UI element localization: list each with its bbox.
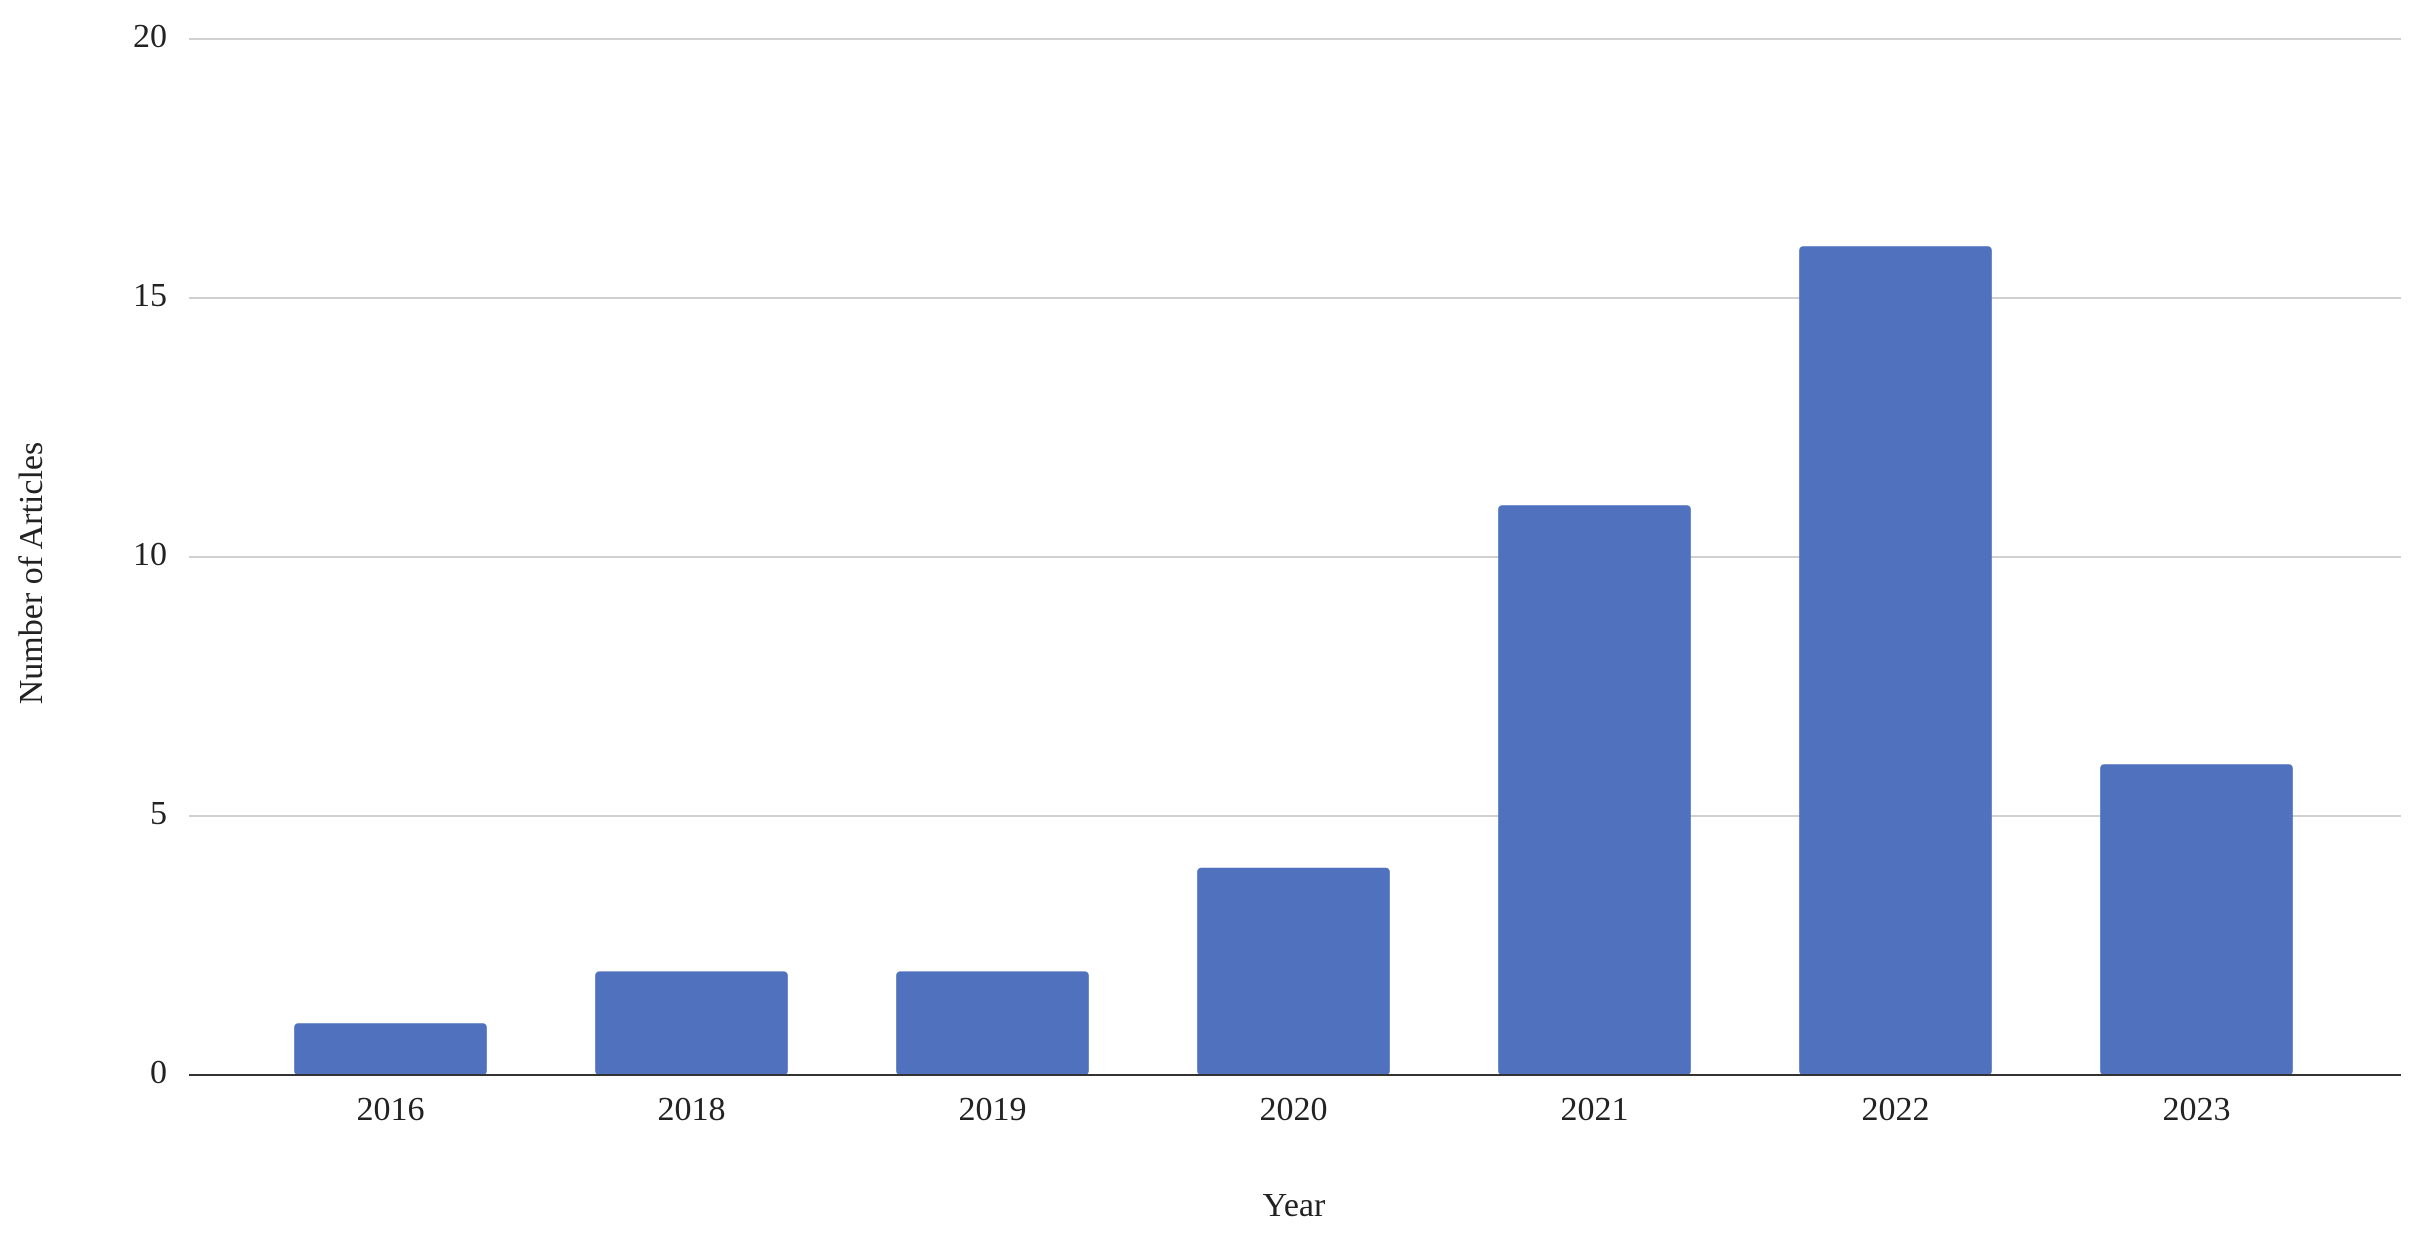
x-tick-label: 2020 xyxy=(1260,1091,1328,1128)
bar xyxy=(2100,764,2293,1075)
bar xyxy=(294,1023,487,1075)
bar xyxy=(1799,246,1992,1075)
bar xyxy=(1197,867,1390,1075)
bar xyxy=(1498,505,1691,1075)
x-tick-label: 2021 xyxy=(1561,1091,1629,1128)
bar xyxy=(896,971,1089,1075)
x-tick-label: 2016 xyxy=(357,1091,425,1128)
x-tick-label: 2022 xyxy=(1862,1091,1930,1128)
y-tick-label: 5 xyxy=(150,795,167,832)
y-tick-label: 20 xyxy=(133,18,167,55)
x-axis-label: Year xyxy=(1263,1187,1326,1224)
bar xyxy=(595,971,788,1075)
x-tick-label: 2023 xyxy=(2163,1091,2231,1128)
y-tick-label: 15 xyxy=(133,277,167,314)
x-tick-label: 2018 xyxy=(658,1091,726,1128)
y-axis-label: Number of Articles xyxy=(13,442,50,705)
y-tick-label: 0 xyxy=(150,1054,167,1091)
y-tick-label: 10 xyxy=(133,536,167,573)
x-tick-label: 2019 xyxy=(959,1091,1027,1128)
